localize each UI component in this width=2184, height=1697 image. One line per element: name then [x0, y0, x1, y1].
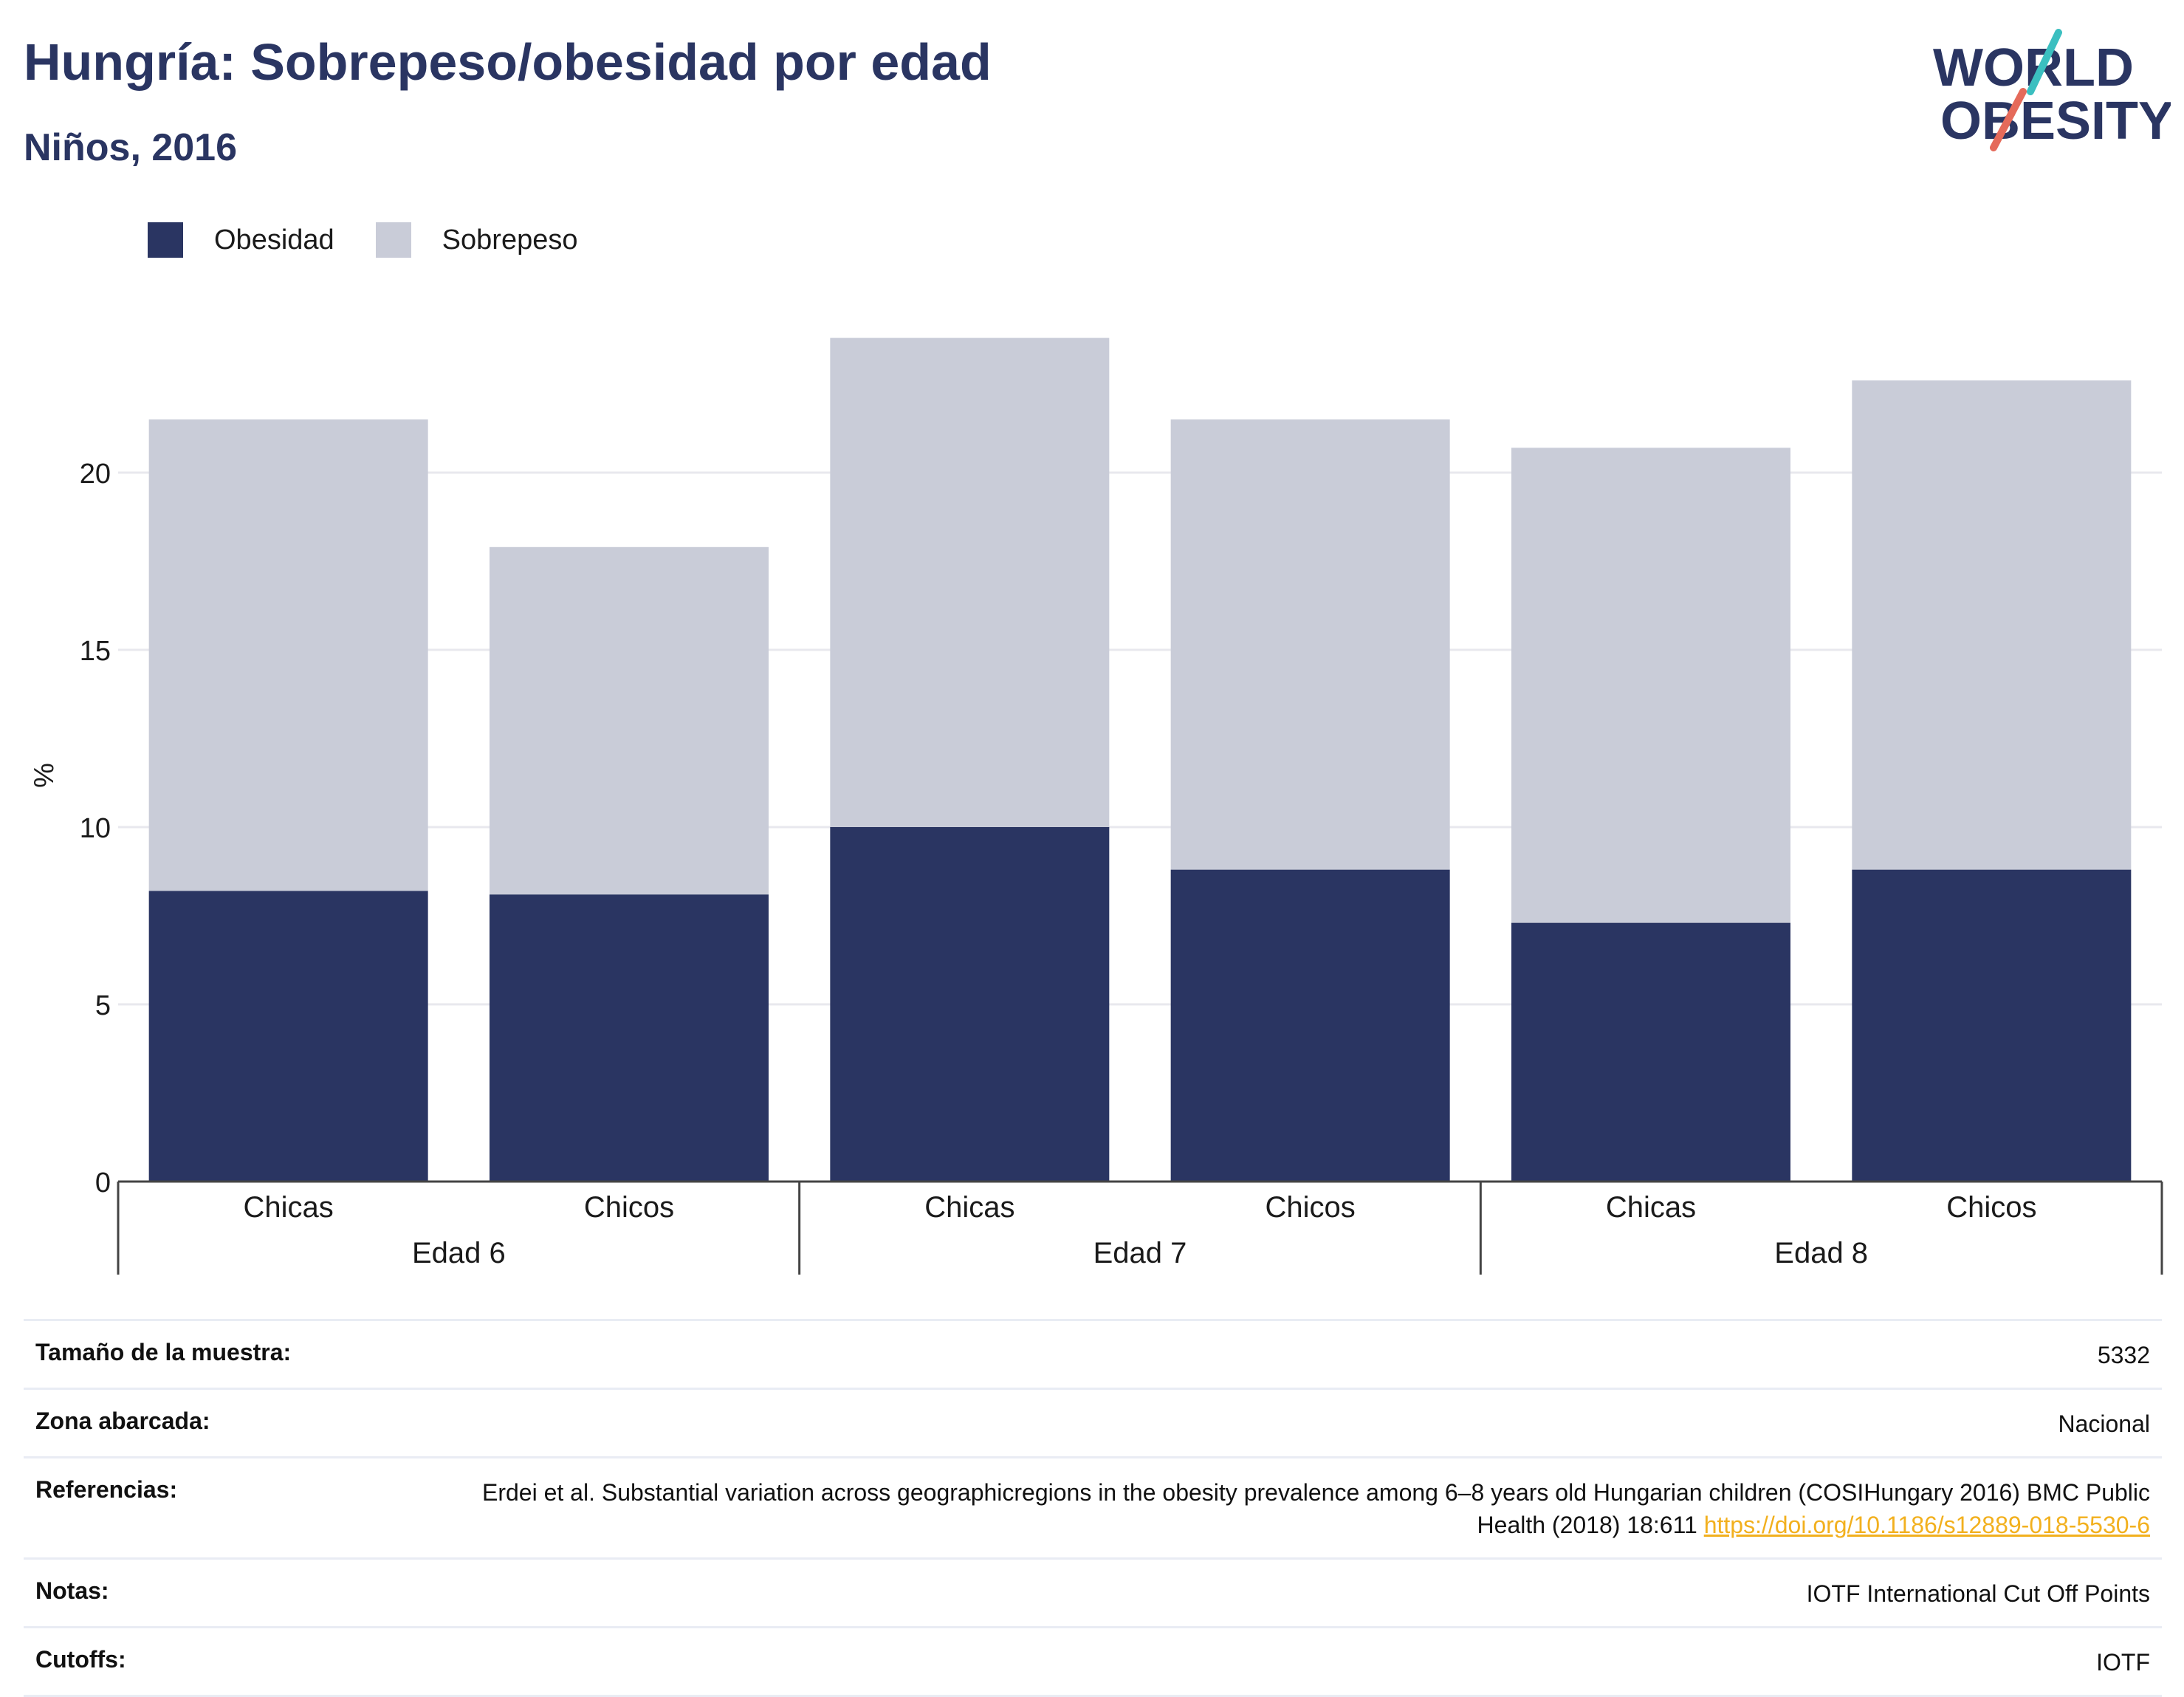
info-value: IOTF International Cut Off Points [1806, 1580, 2150, 1607]
x-tick-label: Chicas [244, 1191, 334, 1224]
info-row: Notas: IOTF International Cut Off Points [24, 1557, 2162, 1626]
y-tick-label: 10 [80, 813, 111, 844]
y-tick-label: 20 [80, 459, 111, 490]
info-row: Tamaño de la muestra: 5332 [24, 1319, 2162, 1388]
logo-text-obesity: OBESITY [1940, 92, 2171, 151]
y-axis-label: % [29, 763, 60, 788]
logo-slash-coral [1990, 88, 2027, 151]
legend-item-obesidad[interactable]: Obesidad [148, 222, 334, 258]
bars [148, 337, 2132, 1182]
info-value: 5332 [2097, 1342, 2150, 1368]
info-label: Tamaño de la muestra: [35, 1339, 292, 1365]
legend-label-sobrepeso: Sobrepeso [442, 224, 578, 256]
info-row: Zona abarcada: Nacional [24, 1388, 2162, 1456]
info-label: Notas: [35, 1577, 109, 1604]
world-obesity-logo: WORLD OBESITY [1933, 29, 2171, 151]
bar-obesidad-chicas-0[interactable] [148, 891, 428, 1182]
bar-obesidad-chicos-5[interactable] [1852, 869, 2132, 1182]
bar-sobrepeso-chicas-0[interactable] [148, 419, 428, 891]
bar-sobrepeso-chicos-1[interactable] [490, 546, 769, 895]
logo-slash-teal [2027, 29, 2062, 95]
bar-sobrepeso-chicas-2[interactable] [830, 337, 1110, 828]
bar-obesidad-chicos-1[interactable] [490, 894, 769, 1182]
group-label: Edad 6 [412, 1237, 506, 1269]
info-table: Tamaño de la muestra: 5332 Zona abarcada: N… [24, 1319, 2162, 1697]
group-label: Edad 8 [1774, 1237, 1868, 1269]
info-row: Referencias: Erdei et al. Substantial var… [24, 1456, 2162, 1557]
y-tick-label: 5 [95, 990, 111, 1021]
x-tick-label: Chicos [1946, 1191, 2036, 1224]
legend-label-obesidad: Obesidad [214, 224, 334, 256]
legend-item-sobrepeso[interactable]: Sobrepeso [375, 222, 578, 258]
bar-obesidad-chicos-3[interactable] [1170, 869, 1450, 1182]
legend: Obesidad Sobrepeso [148, 222, 619, 258]
gridlines [118, 471, 2162, 1006]
info-value: IOTF [2096, 1649, 2150, 1676]
y-tick-label: 15 [80, 636, 111, 667]
bar-obesidad-chicas-2[interactable] [830, 827, 1110, 1182]
bar-obesidad-chicas-4[interactable] [1511, 922, 1790, 1182]
group-label: Edad 7 [1093, 1237, 1187, 1269]
bar-sobrepeso-chicos-5[interactable] [1852, 380, 2132, 870]
info-label: Zona abarcada: [35, 1408, 210, 1434]
info-row: Cutoffs: IOTF [24, 1626, 2162, 1697]
legend-swatch-sobrepeso [375, 222, 411, 258]
x-tick-label: Chicas [1606, 1191, 1696, 1224]
chart-subtitle: Niños, 2016 [24, 126, 238, 169]
info-value: Nacional [2058, 1410, 2150, 1437]
info-label: Cutoffs: [35, 1646, 126, 1673]
x-tick-label: Chicos [1266, 1191, 1356, 1224]
legend-swatch-obesidad [148, 222, 183, 258]
stacked-bar-chart: 0 5 10 15 20 Chicas Chicos Chicas Chicos Chicas Ch… [29, 337, 2163, 1275]
info-value: Erdei et al. Substantial variation acros… [481, 1479, 2150, 1538]
doi-link[interactable]: https://doi.org/10.1186/s12889-018-5530-… [1703, 1512, 2150, 1538]
x-tick-label: Chicas [924, 1191, 1014, 1224]
bar-sobrepeso-chicos-3[interactable] [1170, 419, 1450, 870]
axes: 0 5 10 15 20 Chicas Chicos Chicas Chicos Chicas Ch… [80, 459, 2163, 1275]
bar-sobrepeso-chicas-4[interactable] [1511, 448, 1790, 923]
chart-title: Hungría: Sobrepeso/obesidad por edad [24, 33, 992, 91]
x-tick-label: Chicos [584, 1191, 674, 1224]
info-label: Referencias: [35, 1476, 178, 1503]
y-tick-label: 0 [95, 1168, 111, 1199]
